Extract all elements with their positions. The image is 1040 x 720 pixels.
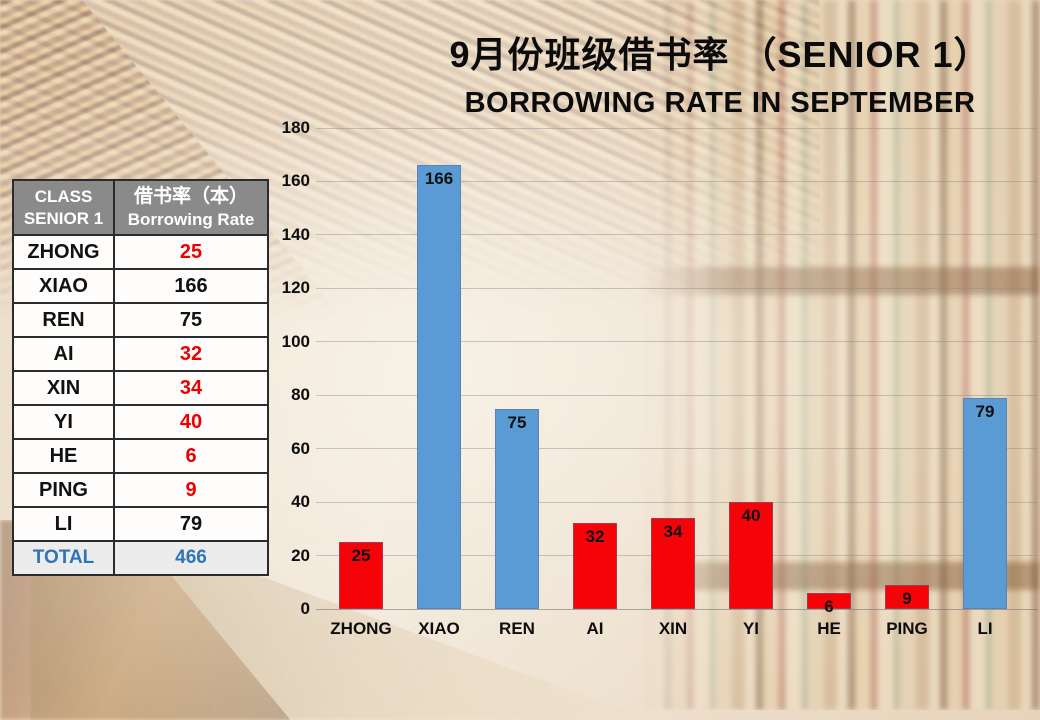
table-row: YI 40	[12, 404, 269, 440]
bar-xiao: 166	[417, 165, 461, 609]
gridline	[316, 180, 1038, 182]
bar-value-label: 75	[507, 413, 527, 432]
y-tick-label: 20	[291, 545, 310, 565]
total-label-cell: TOTAL	[12, 540, 115, 576]
gridline	[316, 448, 1038, 450]
class-name-cell: PING	[12, 472, 115, 508]
bar-he: 6	[807, 593, 851, 616]
y-tick-label: 140	[281, 224, 310, 244]
bar-xin: 34	[651, 518, 695, 609]
bar-value-label: 32	[585, 527, 605, 546]
rate-header-english: Borrowing Rate	[127, 209, 255, 229]
bar-value-label: 166	[424, 169, 454, 188]
y-tick-label: 180	[281, 118, 310, 137]
rate-value-cell: 9	[113, 472, 269, 508]
gridline	[316, 341, 1038, 343]
rate-value-cell: 6	[113, 438, 269, 474]
class-name-cell: YI	[12, 404, 115, 440]
x-axis-label: PING	[886, 619, 928, 638]
gridline	[316, 127, 1038, 129]
gridline	[316, 501, 1038, 503]
class-name-cell: ZHONG	[12, 234, 115, 270]
borrowing-rate-table: CLASS SENIOR 1 借书率（本） Borrowing Rate ZHO…	[12, 179, 269, 576]
bar-value-label: 9	[902, 589, 912, 608]
x-axis-label: HE	[817, 619, 841, 638]
rate-value-cell: 166	[113, 268, 269, 304]
y-tick-label: 60	[291, 438, 310, 458]
gridline	[316, 234, 1038, 236]
class-header-line1: CLASS	[34, 187, 93, 207]
x-axis-label: REN	[499, 619, 535, 638]
y-tick-label: 160	[281, 171, 310, 191]
y-tick-label: 0	[300, 599, 310, 618]
y-tick-label: 100	[281, 331, 310, 351]
bar-ai: 32	[573, 523, 617, 609]
page-title-english: BORROWING RATE IN SEPTEMBER	[464, 87, 976, 119]
x-axis-label: XIN	[658, 619, 688, 638]
table-row: LI 79	[12, 506, 269, 542]
page-title-chinese: 9月份班级借书率 （SENIOR 1）	[449, 34, 991, 75]
bar-zhong: 25	[339, 542, 383, 609]
class-name-cell: XIN	[12, 370, 115, 406]
total-row: TOTAL 466	[12, 540, 269, 576]
class-name-cell: LI	[12, 506, 115, 542]
rate-value-cell: 40	[113, 404, 269, 440]
title-block: 9月份班级借书率 （SENIOR 1） BORROWING RATE IN SE…	[420, 26, 1020, 120]
x-axis-label: ZHONG	[330, 619, 392, 638]
rate-column-header: 借书率（本） Borrowing Rate	[113, 179, 269, 236]
bar-ren: 75	[495, 409, 539, 609]
rate-value-cell: 34	[113, 370, 269, 406]
bar-value-label: 6	[824, 597, 834, 616]
x-axis-label: LI	[977, 619, 993, 638]
x-axis-label: XIAO	[418, 619, 460, 638]
rate-value-cell: 32	[113, 336, 269, 372]
bar-value-label: 79	[975, 402, 995, 421]
gridline	[316, 394, 1038, 396]
bar-value-label: 40	[741, 506, 761, 525]
class-name-cell: XIAO	[12, 268, 115, 304]
rate-value-cell: 25	[113, 234, 269, 270]
class-name-cell: HE	[12, 438, 115, 474]
total-value-cell: 466	[113, 540, 269, 576]
table-header-row: CLASS SENIOR 1 借书率（本） Borrowing Rate	[12, 179, 269, 236]
rate-header-chinese: 借书率（本）	[133, 186, 248, 207]
table-row: AI 32	[12, 336, 269, 372]
table-row: HE 6	[12, 438, 269, 474]
table-row: XIN 34	[12, 370, 269, 406]
table-row: ZHONG 25	[12, 234, 269, 270]
class-name-cell: AI	[12, 336, 115, 372]
gridline	[316, 287, 1038, 289]
rate-value-cell: 79	[113, 506, 269, 542]
bar-li: 79	[963, 398, 1007, 609]
bar-value-label: 34	[663, 522, 683, 541]
x-axis-baseline	[316, 608, 1038, 610]
x-axis-label: AI	[586, 619, 604, 638]
bar-yi: 40	[729, 502, 773, 609]
y-tick-label: 40	[291, 492, 310, 512]
table-row: XIAO 166	[12, 268, 269, 304]
bar-ping: 9	[885, 585, 929, 609]
class-header-line2: SENIOR 1	[23, 208, 104, 228]
table-row: REN 75	[12, 302, 269, 338]
y-tick-label: 80	[291, 385, 310, 405]
bar-value-label: 25	[351, 546, 371, 565]
y-tick-label: 120	[281, 278, 310, 298]
rate-value-cell: 75	[113, 302, 269, 338]
table-row: PING 9	[12, 472, 269, 508]
x-axis-label: YI	[742, 619, 760, 638]
class-name-cell: REN	[12, 302, 115, 338]
class-column-header: CLASS SENIOR 1	[12, 179, 115, 236]
